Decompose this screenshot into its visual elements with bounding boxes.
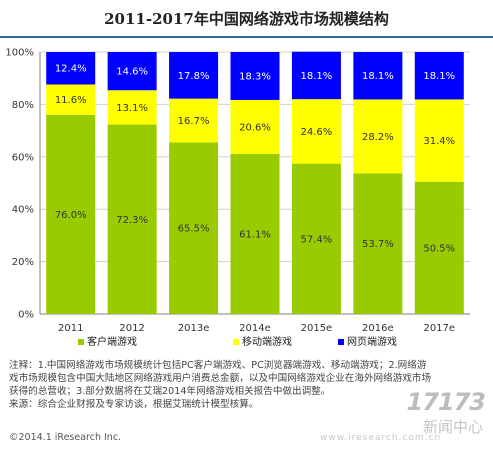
y-tick-label: 100% [5, 48, 34, 59]
data-label: 11.6% [55, 95, 87, 106]
bar-segment [107, 52, 157, 91]
source-line: 来源：综合企业财报及专家访谈，根据艾瑞统计模型核算。 [9, 399, 259, 410]
bar-segment [46, 114, 96, 314]
data-label: 17.8% [178, 71, 210, 82]
data-label: 18.1% [301, 71, 333, 82]
legend-swatch [233, 339, 239, 345]
x-tick-label: 2012 [119, 323, 144, 334]
data-label: 53.7% [362, 239, 394, 250]
x-tick-label: 2016e [362, 323, 394, 334]
data-label: 72.3% [116, 215, 148, 226]
data-label: 12.4% [55, 64, 87, 75]
bar-segment [291, 163, 341, 314]
bar-segment [353, 99, 403, 174]
chart-notes: 注释：1.中国网络游戏市场规模统计包括PC客户端游戏、PC浏览器端游戏、移动端游… [9, 359, 489, 411]
bar-segment [169, 98, 219, 143]
bar-segment [46, 84, 96, 115]
note-line: 戏市场规模包含中国大陆地区网络游戏用户消费总金额，以及中国网络游戏企业在海外网络… [9, 373, 432, 384]
note-line: 注释：1.中国网络游戏市场规模统计包括PC客户端游戏、PC浏览器端游戏、移动端游… [9, 360, 427, 371]
data-label: 57.4% [301, 234, 333, 245]
data-label: 16.7% [178, 116, 210, 127]
bar-segment [230, 153, 280, 314]
stacked-bar-chart: 0% 20% 40% 60% 80% 100% 76.0% 11.6% 12.4% 2011 72.… [5, 48, 470, 348]
data-label: 50.5% [423, 243, 455, 254]
bar-segment [107, 124, 157, 314]
x-tick-label: 2011 [58, 323, 83, 334]
bar-segment [353, 173, 403, 314]
bar-segment [414, 99, 464, 182]
watermark: www.iresearch.com.cn [320, 433, 442, 443]
y-tick-label: 0% [18, 310, 34, 321]
logo-text: 新闻中心 [422, 418, 483, 436]
legend-label: 网页端游戏 [347, 335, 397, 348]
data-label: 24.6% [301, 127, 333, 138]
data-label: 18.1% [362, 71, 394, 82]
title-divider [0, 36, 493, 38]
data-label: 65.5% [178, 224, 210, 235]
bar-segment [353, 52, 403, 100]
x-tick-label: 2015e [301, 323, 333, 334]
y-tick-label: 60% [12, 152, 34, 163]
bar-segment [169, 52, 219, 99]
legend-swatch [338, 339, 344, 345]
data-label: 31.4% [423, 136, 455, 147]
bar-segment [291, 51, 341, 100]
bar-segment [414, 181, 464, 314]
bar-segment [46, 52, 96, 85]
data-label: 14.6% [116, 67, 148, 78]
legend-label: 客户端游戏 [87, 335, 137, 348]
note-line: 获得的总营收；3.部分数据将在艾瑞2014年网络游戏相关报告中做出调整。 [9, 386, 331, 397]
legend-swatch [78, 339, 84, 345]
legend-label: 移动端游戏 [242, 335, 292, 348]
chart-title: 2011-2017年中国网络游戏市场规模结构 [104, 10, 389, 28]
x-tick-label: 2013e [178, 323, 210, 334]
bar-segment [230, 99, 280, 154]
bar-segment [107, 90, 157, 125]
site-logo: 17173 新闻中心 [389, 388, 486, 440]
data-label: 13.1% [116, 103, 148, 114]
bar-segment [414, 52, 464, 100]
data-label: 61.1% [239, 229, 271, 240]
bar-segment [169, 142, 219, 314]
data-label: 18.1% [423, 71, 455, 82]
logo-mark: 17173 [406, 388, 486, 416]
y-tick-label: 20% [12, 257, 34, 268]
y-tick-label: 80% [12, 100, 34, 111]
data-label: 28.2% [362, 132, 394, 143]
data-label: 18.3% [239, 71, 271, 82]
data-label: 76.0% [55, 210, 87, 221]
bar-segment [230, 52, 280, 100]
y-tick-label: 40% [12, 205, 34, 216]
x-tick-label: 2017e [423, 323, 455, 334]
bar-segment [291, 99, 341, 164]
x-tick-label: 2014e [239, 323, 271, 334]
data-label: 20.6% [239, 122, 271, 133]
copyright: ©2014.1 iResearch Inc. [9, 432, 122, 443]
